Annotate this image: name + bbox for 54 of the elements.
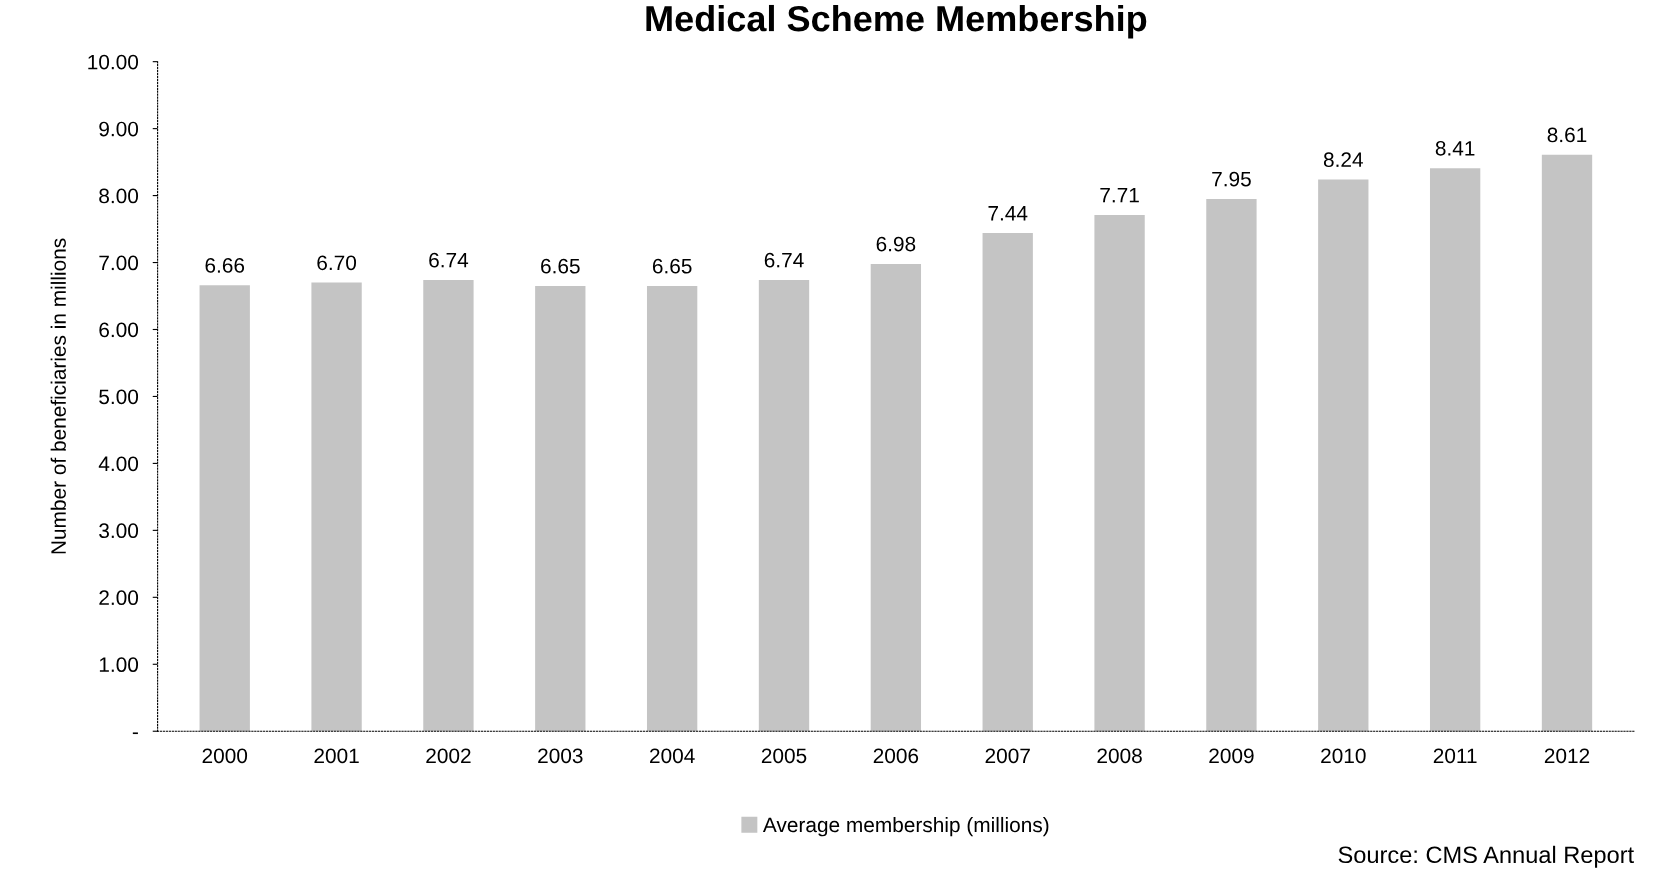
bar <box>870 263 922 732</box>
text: 6.74 <box>764 252 804 268</box>
legend-label: Average membership (millions) <box>762 816 1049 837</box>
text: 6.70 <box>317 255 357 271</box>
bar <box>1206 198 1257 732</box>
text: 8.61 <box>1547 127 1587 143</box>
bar <box>1318 179 1369 732</box>
text: 7.44 <box>988 206 1028 221</box>
source-note: Source: CMS Annual Report <box>1338 845 1634 868</box>
text: 8.41 <box>1435 140 1475 156</box>
bar <box>423 279 474 732</box>
y-tick-label: 9.00 <box>99 121 139 137</box>
text: 8.24 <box>1323 152 1363 168</box>
bar <box>646 285 698 732</box>
x-tick-label: 2011 <box>1433 748 1477 764</box>
y-tick-label: 5.00 <box>99 389 139 405</box>
x-tick-label: 2007 <box>985 748 1030 764</box>
text: 6.65 <box>652 258 692 274</box>
y-tick-label: 10.00 <box>88 54 139 70</box>
bar <box>1541 154 1593 732</box>
y-tick-label: 3.00 <box>99 523 139 539</box>
text: 7.95 <box>1212 171 1251 187</box>
bar <box>1429 168 1481 732</box>
y-tick-label: 2.00 <box>99 590 139 606</box>
bar <box>311 282 362 732</box>
x-tick-label: 2003 <box>538 748 583 764</box>
bar <box>535 285 586 732</box>
y-tick-label: 6.00 <box>99 322 139 338</box>
x-tick-label: 2001 <box>314 748 359 764</box>
bar <box>199 285 250 732</box>
y-axis-title: Number of beneficiaries in millions <box>50 238 66 554</box>
text: 6.65 <box>541 258 580 274</box>
bar <box>758 279 810 732</box>
bar <box>982 233 1033 732</box>
y-tick-label: 7.00 <box>99 255 139 271</box>
y-tick-label: 8.00 <box>99 188 139 204</box>
x-tick-label: 2010 <box>1321 748 1366 764</box>
y-tick-label: - <box>132 732 138 735</box>
x-tick-label: 2012 <box>1544 748 1590 764</box>
x-tick-label: 2000 <box>202 748 248 764</box>
text: 6.66 <box>205 258 245 273</box>
x-tick-label: 2005 <box>761 748 807 764</box>
x-tick-label: 2004 <box>650 748 695 764</box>
y-tick-label: 1.00 <box>99 657 139 673</box>
text: 6.74 <box>429 252 469 268</box>
x-tick-label: 2006 <box>873 748 919 764</box>
x-tick-label: 2002 <box>426 748 471 764</box>
y-tick-label: 4.00 <box>98 456 139 472</box>
x-tick-label: 2009 <box>1209 748 1254 764</box>
chart-title: Medical Scheme Membership <box>646 4 1147 39</box>
x-tick-label: 2008 <box>1097 748 1142 764</box>
text: 6.98 <box>876 236 916 252</box>
text: 7.71 <box>1100 188 1139 203</box>
bar <box>1094 215 1145 732</box>
